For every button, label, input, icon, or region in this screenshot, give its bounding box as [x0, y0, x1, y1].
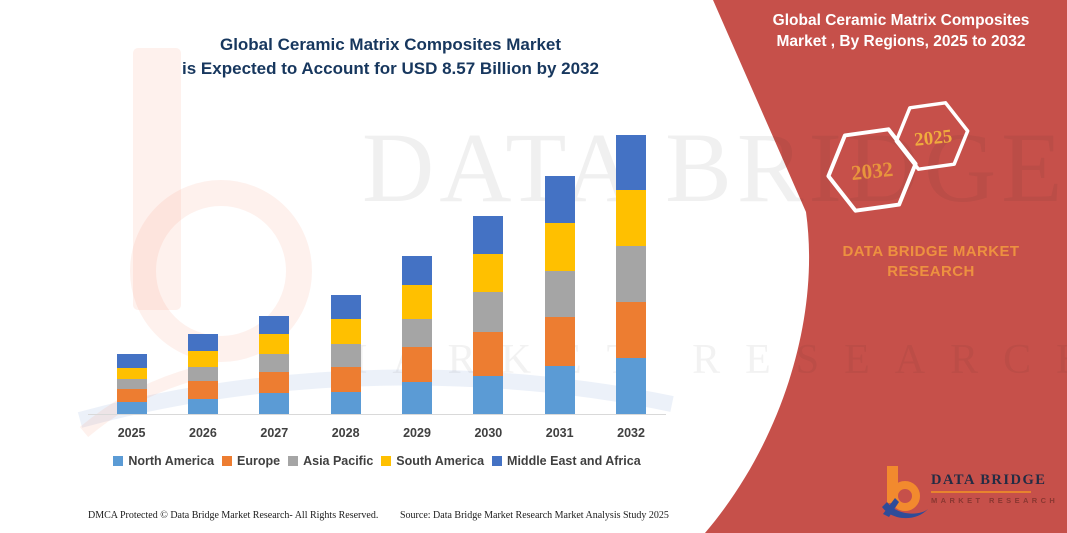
logo-underline: [931, 491, 1031, 493]
x-axis-label-2026: 2026: [189, 426, 217, 440]
hexagon-2025-label: 2025: [913, 126, 953, 151]
legend-item-middle-east-and-africa: Middle East and Africa: [492, 454, 641, 468]
bar-2025: [116, 354, 147, 414]
bar-2032: [616, 135, 647, 414]
legend-label-europe: Europe: [237, 454, 281, 468]
bar-2029-segment-middle-east-and-africa: [402, 256, 432, 285]
bar-2032-segment-middle-east-and-africa: [616, 135, 647, 190]
bar-2031-segment-asia-pacific: [544, 271, 575, 317]
bar-2028-segment-north-america: [330, 392, 361, 414]
bar-2027-segment-europe: [259, 372, 290, 393]
legend-swatch-north-america: [113, 456, 124, 466]
chart-legend: North America Europe Asia Pacific South Ame…: [88, 454, 666, 468]
x-axis-label-2031: 2031: [545, 426, 574, 440]
bar-2029-segment-asia-pacific: [402, 319, 432, 347]
legend-swatch-south-america: [381, 456, 392, 466]
bar-2028: [330, 295, 361, 414]
bar-2028-segment-asia-pacific: [330, 344, 361, 367]
legend-label-asia-pacific: Asia Pacific: [303, 454, 374, 468]
bar-2027-segment-middle-east-and-africa: [259, 316, 290, 334]
legend-item-south-america: South America: [381, 454, 484, 468]
hexagon-2032-label: 2032: [850, 157, 894, 185]
bar-2029-segment-north-america: [402, 382, 432, 414]
bar-2031-segment-south-america: [544, 223, 575, 271]
dmca-text: DMCA Protected © Data Bridge Market Rese…: [88, 510, 379, 521]
bar-2031-segment-north-america: [544, 366, 575, 414]
bar-2030-segment-middle-east-and-africa: [473, 216, 504, 254]
x-axis-label-2027: 2027: [260, 426, 289, 440]
legend-item-north-america: North America: [113, 454, 214, 468]
bar-2028-segment-europe: [330, 367, 361, 392]
bar-2027-segment-asia-pacific: [259, 354, 290, 372]
bar-2026-segment-europe: [187, 381, 218, 399]
hexagon-badges: 2032 2025: [826, 101, 970, 213]
bar-2026-segment-middle-east-and-africa: [187, 334, 218, 351]
x-axis-label-2029: 2029: [403, 426, 431, 440]
bar-2028-segment-middle-east-and-africa: [330, 295, 361, 319]
legend-label-north-america: North America: [128, 454, 215, 468]
bar-2030-segment-asia-pacific: [473, 292, 504, 332]
legend-swatch-europe: [222, 456, 233, 466]
legend-swatch-asia-pacific: [288, 456, 299, 466]
x-axis-label-2025: 2025: [117, 426, 146, 440]
bar-2030-segment-north-america: [473, 376, 504, 414]
logo-subtext: MARKET RESEARCH: [931, 495, 1059, 505]
legend-item-asia-pacific: Asia Pacific: [288, 454, 373, 468]
chart-title: Global Ceramic Matrix Composites Market …: [118, 33, 663, 81]
x-axis-label-2032: 2032: [617, 426, 645, 440]
bar-2031-segment-middle-east-and-africa: [544, 176, 575, 223]
hexagon-2025: [894, 101, 970, 171]
bar-2026-segment-asia-pacific: [187, 367, 218, 381]
bar-2026: [187, 334, 218, 414]
brand-text-line2: RESEARCH: [887, 263, 975, 280]
bar-2032-segment-north-america: [616, 358, 647, 414]
band-title-line1: Global Ceramic Matrix Composites: [772, 12, 1030, 29]
bar-2027: [259, 316, 290, 414]
bar-2032-segment-europe: [616, 302, 647, 358]
bar-2031-segment-europe: [544, 317, 575, 366]
bar-2027-segment-south-america: [259, 334, 290, 354]
band-title-line2: Market , By Regions, 2025 to 2032: [776, 33, 1026, 50]
brand-text-line1: DATA BRIDGE MARKET: [842, 243, 1020, 260]
legend-label-middle-east-and-africa: Middle East and Africa: [507, 454, 641, 468]
bar-2027-segment-north-america: [259, 393, 290, 414]
x-axis-label-2030: 2030: [474, 426, 503, 440]
bar-2026-segment-south-america: [187, 351, 218, 367]
bar-2028-segment-south-america: [330, 319, 361, 344]
bar-2026-segment-north-america: [187, 399, 218, 414]
band-title: Global Ceramic Matrix Composites Market …: [742, 10, 1060, 52]
bar-2025-segment-europe: [116, 389, 147, 402]
chart-title-line2: is Expected to Account for USD 8.57 Bill…: [182, 59, 599, 78]
legend-item-europe: Europe: [222, 454, 280, 468]
x-axis-label-2028: 2028: [331, 426, 360, 440]
brand-text: DATA BRIDGE MARKET RESEARCH: [818, 242, 1044, 282]
chart-title-line1: Global Ceramic Matrix Composites Market: [219, 35, 562, 54]
bar-2025-segment-south-america: [116, 368, 147, 379]
x-axis-line: [88, 414, 666, 415]
legend-label-south-america: South America: [396, 454, 485, 468]
source-text: Source: Data Bridge Market Research Mark…: [400, 510, 669, 521]
bar-2030-segment-south-america: [473, 254, 504, 292]
bar-2032-segment-asia-pacific: [616, 246, 647, 302]
bar-2029-segment-south-america: [402, 285, 432, 319]
bar-2025-segment-asia-pacific: [116, 379, 147, 389]
bar-2030-segment-europe: [473, 332, 504, 376]
bar-2029-segment-europe: [402, 347, 432, 382]
bar-2030: [473, 216, 504, 414]
bar-2025-segment-north-america: [116, 402, 147, 414]
logo-name: DATA BRIDGE: [931, 472, 1047, 488]
databridge-logo-icon: [882, 466, 928, 519]
bar-2025-segment-middle-east-and-africa: [116, 354, 147, 368]
legend-swatch-middle-east-and-africa: [492, 456, 503, 466]
databridge-logo: DATA BRIDGE MARKET RESEARCH: [876, 461, 1056, 523]
bar-2032-segment-south-america: [616, 190, 647, 246]
bar-2029: [402, 256, 432, 414]
bar-2031: [544, 176, 575, 414]
